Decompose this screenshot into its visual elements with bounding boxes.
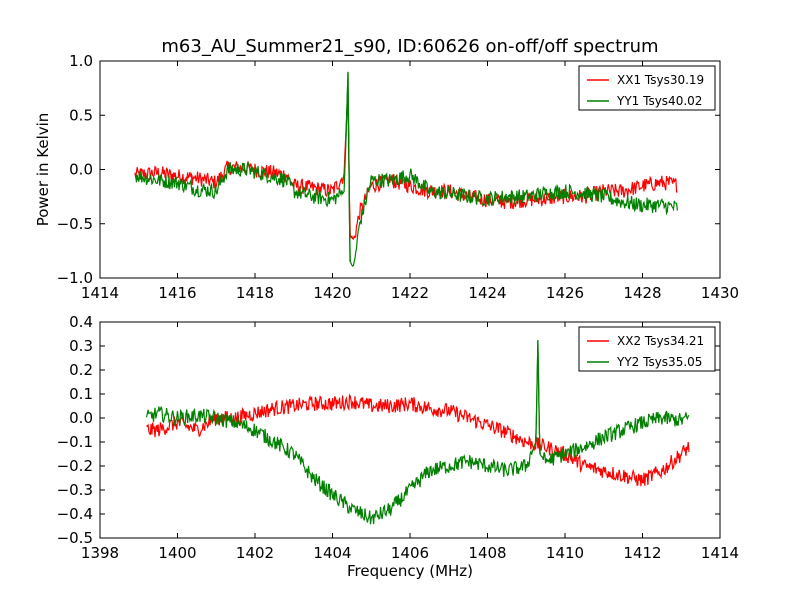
y-tick-label: −0.5 [57, 529, 93, 547]
y-tick-label: 0.1 [69, 385, 93, 403]
y-tick-label: −0.5 [57, 215, 93, 233]
y-tick-label: 0.5 [69, 106, 93, 124]
series-spike-segment [537, 341, 541, 455]
x-tick-label: 1416 [158, 284, 196, 302]
x-tick-label: 1424 [468, 284, 506, 302]
x-tick-label: 1408 [468, 544, 506, 562]
x-tick-label: 1420 [313, 284, 351, 302]
y-tick-label: 0.2 [69, 361, 93, 379]
legend-entry: XX2 Tsys34.21 [617, 334, 704, 348]
x-tick-label: 1430 [701, 284, 739, 302]
x-tick-label: 1406 [391, 544, 429, 562]
series-spike-segment [535, 341, 539, 443]
y-tick-label: −0.3 [57, 481, 93, 499]
x-tick-label: 1414 [701, 544, 739, 562]
series-line-yy1 [134, 73, 678, 267]
y-tick-label: 0.3 [69, 337, 93, 355]
y-tick-label: 0.0 [69, 161, 93, 179]
chart-title: m63_AU_Summer21_s90, ID:60626 on-off/off… [161, 36, 658, 57]
y-tick-label: −0.2 [57, 457, 93, 475]
x-tick-label: 1412 [623, 544, 661, 562]
legend-entry: YY2 Tsys35.05 [616, 355, 702, 369]
y-tick-label: −0.1 [57, 433, 93, 451]
x-tick-label: 1414 [81, 284, 119, 302]
legend-box [578, 326, 716, 372]
axes-1: 1414 1416 1418 1420 1422 1424 1426 1428 1430 −1.0… [34, 52, 739, 302]
legend-box [578, 65, 716, 111]
x-tick-label: 1426 [546, 284, 584, 302]
y-tick-label: 0.0 [69, 409, 93, 427]
y-tick-label: 1.0 [69, 52, 93, 70]
legend-entry: YY1 Tsys40.02 [616, 94, 702, 108]
series-line-yy2 [145, 339, 690, 525]
legend-entry: XX1 Tsys30.19 [617, 73, 704, 87]
legend: XX1 Tsys30.19 YY1 Tsys40.02 [578, 65, 716, 111]
x-tick-label: 1404 [313, 544, 351, 562]
series-line-xx2 [146, 393, 690, 487]
x-tick-label: 1418 [236, 284, 274, 302]
y-axis-label: Power in Kelvin [34, 113, 52, 227]
y-tick-label: 0.4 [69, 313, 93, 331]
y-tick-label: −1.0 [57, 269, 93, 287]
x-tick-label: 1402 [236, 544, 274, 562]
y-tick-label: −0.4 [57, 505, 93, 523]
series-spike-segment [347, 71, 351, 262]
x-tick-label: 1400 [158, 544, 196, 562]
x-tick-label: 1428 [623, 284, 661, 302]
x-tick-label: 1422 [391, 284, 429, 302]
axes-2: 1398 1400 1402 1404 1406 1408 1410 1412 1414 −0.5… [57, 313, 740, 580]
x-axis-label: Frequency (MHz) [347, 562, 473, 580]
legend: XX2 Tsys34.21 YY2 Tsys35.05 [578, 326, 716, 372]
series-line-xx1 [134, 92, 678, 241]
x-tick-label: 1410 [546, 544, 584, 562]
x-tick-label: 1398 [81, 544, 119, 562]
